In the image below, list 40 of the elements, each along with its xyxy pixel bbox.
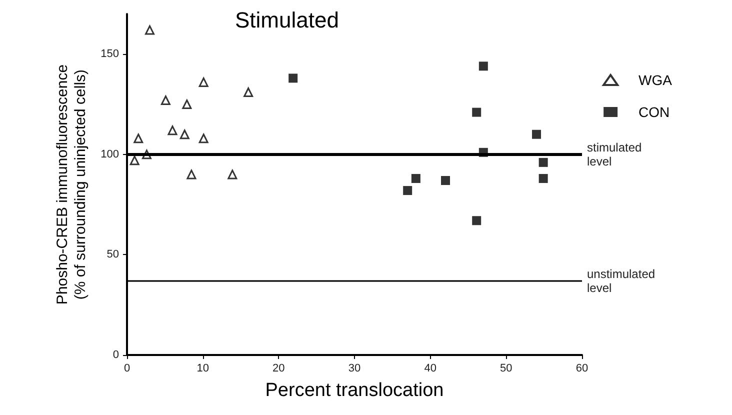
point <box>180 130 190 140</box>
point <box>130 156 140 166</box>
point <box>403 186 412 196</box>
point <box>228 170 238 180</box>
ref-line-label: stimulated level <box>587 140 646 168</box>
x-tick-label: 50 <box>500 362 512 374</box>
point <box>288 74 298 83</box>
point <box>145 25 154 35</box>
y-axis-title: Phosho-CREB immunofluorescence (% of surrounding uninjected cells) <box>54 64 90 305</box>
point <box>411 174 420 183</box>
ref-line-label: unstimulated level <box>587 266 658 295</box>
y-tick-label: 100 <box>100 148 119 160</box>
x-tick-label: 20 <box>272 362 285 374</box>
point <box>186 170 196 180</box>
point <box>244 87 254 97</box>
point <box>198 77 208 87</box>
x-tick-label: 30 <box>348 362 361 374</box>
legend-label: CON <box>638 104 670 120</box>
x-tick-label: 60 <box>576 362 588 374</box>
x-tick-label: 40 <box>424 362 436 374</box>
point <box>198 134 208 144</box>
x-tick-label: 10 <box>196 362 209 374</box>
x-tick-label: 0 <box>124 362 130 374</box>
point <box>532 130 541 139</box>
y-tick-label: 150 <box>100 48 119 60</box>
x-axis-title: Percent translocation <box>265 380 444 401</box>
point <box>538 158 548 167</box>
point <box>168 126 178 136</box>
point <box>478 62 488 71</box>
point <box>472 216 482 226</box>
y-tick-label: 0 <box>112 349 119 361</box>
point <box>441 176 450 185</box>
point <box>182 100 192 110</box>
point <box>472 108 482 117</box>
legend-label: WGA <box>638 72 673 88</box>
chart-title: Stimulated <box>235 8 339 32</box>
y-tick-label: 50 <box>106 248 119 261</box>
point <box>160 96 170 106</box>
point <box>134 134 144 144</box>
point <box>538 174 548 183</box>
